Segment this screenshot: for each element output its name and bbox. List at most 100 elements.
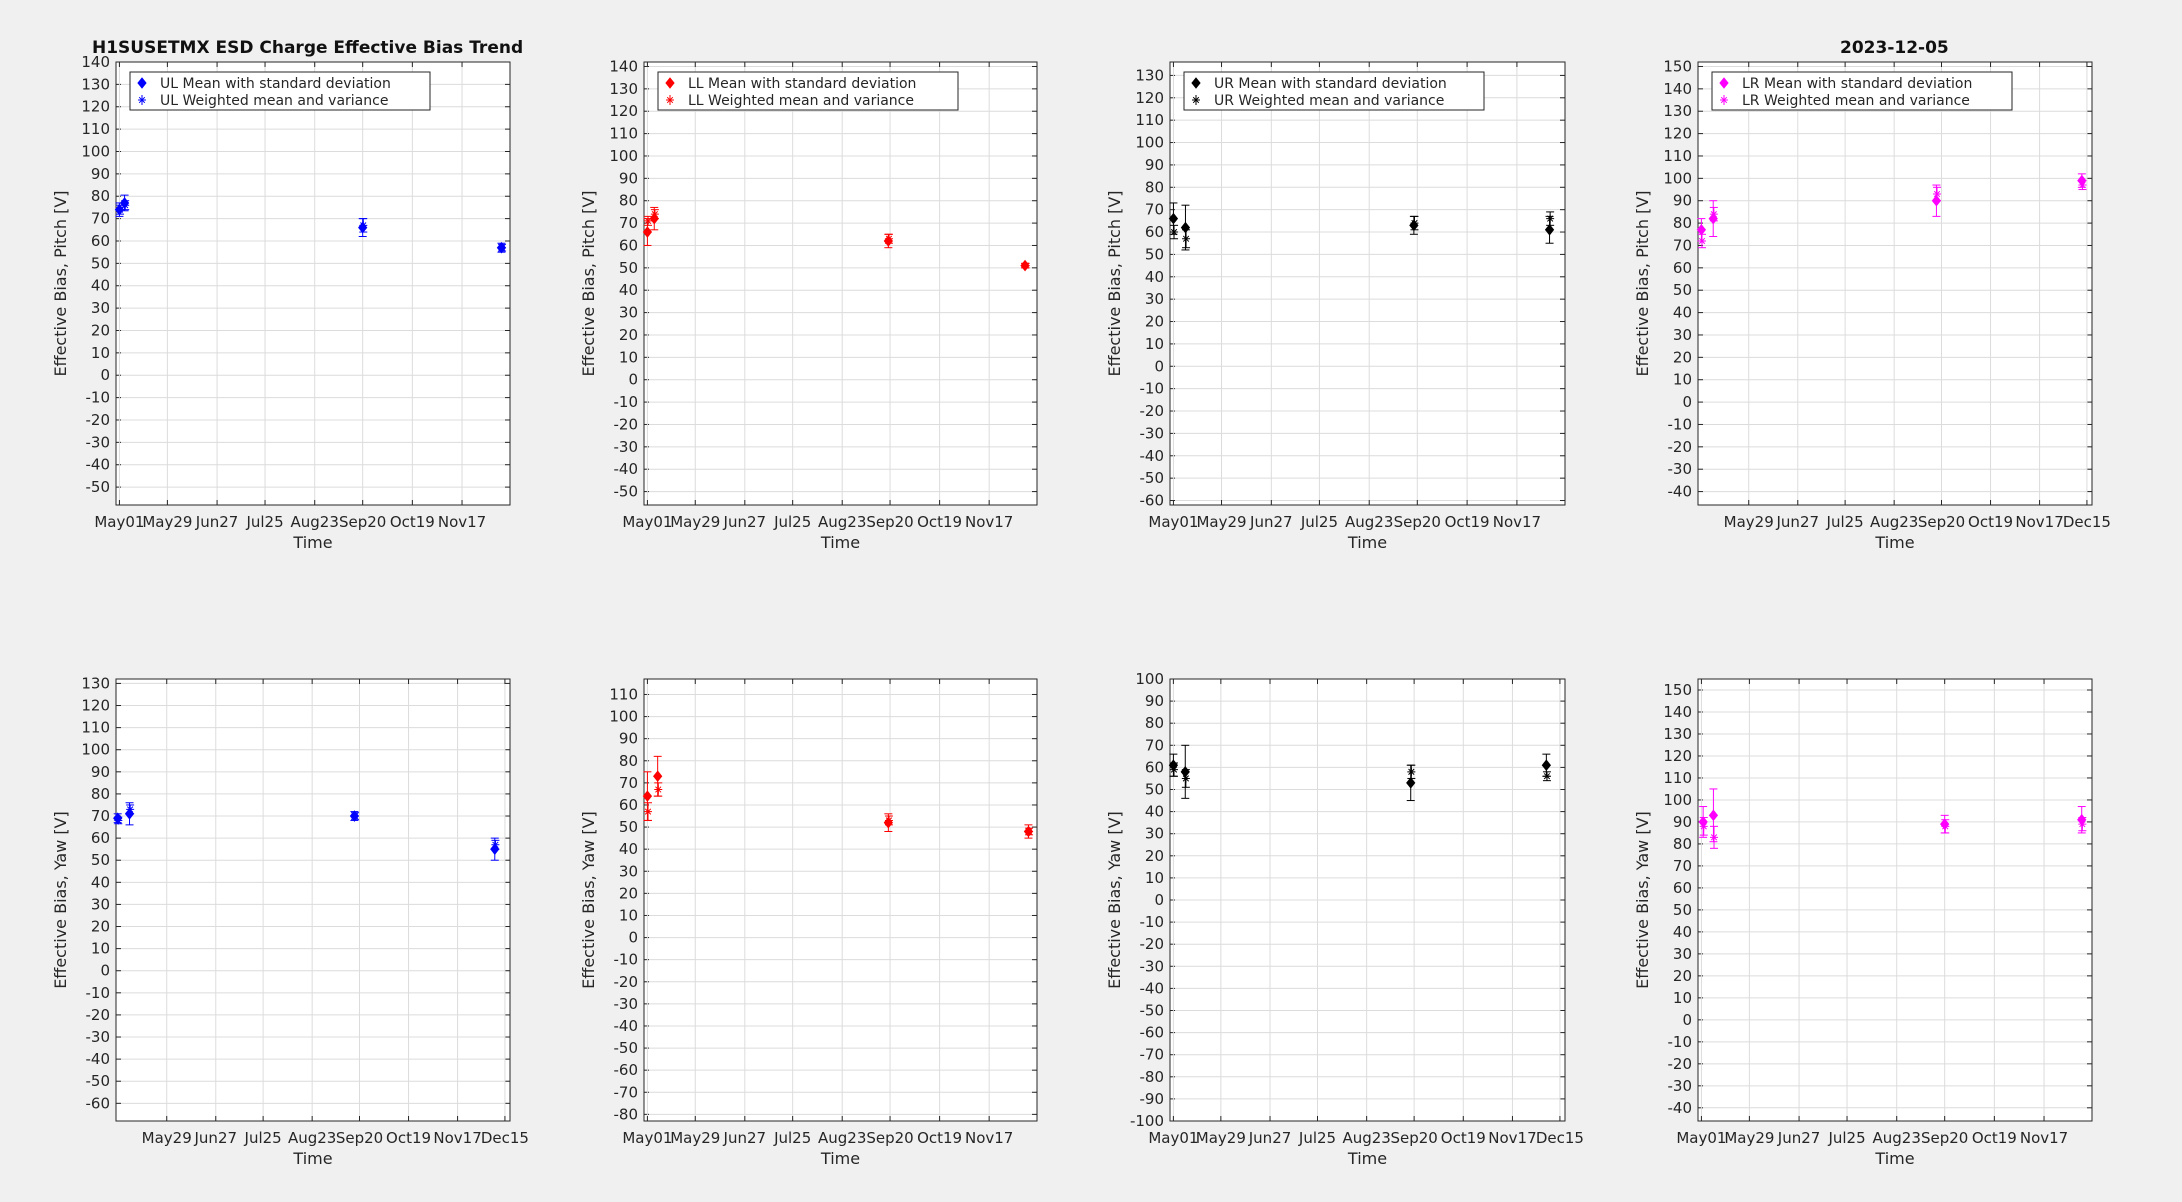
x-tick-label: Dec15 <box>481 1129 529 1147</box>
x-tick-label: Aug23 <box>1870 513 1918 531</box>
data-point <box>1182 234 1191 243</box>
x-tick-label: Aug23 <box>1873 1129 1921 1147</box>
y-tick-label: -70 <box>1140 1046 1165 1064</box>
y-axis-label: Effective Bias, Yaw [V] <box>51 811 70 989</box>
y-tick-label: 20 <box>91 321 110 339</box>
y-tick-label: -50 <box>86 1072 111 1090</box>
y-tick-label: 10 <box>91 344 110 362</box>
plot-area <box>116 679 510 1121</box>
y-tick-label: 40 <box>1673 923 1692 941</box>
y-tick-label: -50 <box>86 478 111 496</box>
data-point <box>884 234 893 243</box>
y-tick-label: 70 <box>1673 236 1692 254</box>
x-tick-label: Jun27 <box>195 513 239 531</box>
data-point <box>116 205 125 214</box>
data-point <box>1696 224 1707 236</box>
y-tick-label: 150 <box>1663 57 1692 75</box>
y-tick-label: -30 <box>614 995 639 1013</box>
y-tick-label: 20 <box>1673 348 1692 366</box>
y-tick-label: 110 <box>609 125 638 143</box>
y-tick-label: 60 <box>91 829 110 847</box>
x-tick-label: Aug23 <box>818 513 866 531</box>
y-tick-label: 70 <box>1145 736 1164 754</box>
y-tick-label: 50 <box>1673 281 1692 299</box>
data-point <box>1542 772 1551 781</box>
axes-box <box>1697 678 2093 1122</box>
x-tick-label: Nov17 <box>1488 1129 1536 1147</box>
y-tick-label: 10 <box>1673 989 1692 1007</box>
x-tick-label: May29 <box>1724 1129 1774 1147</box>
y-tick-label: 30 <box>619 304 638 322</box>
y-tick-label: 90 <box>1145 156 1164 174</box>
x-tick-label: Jul25 <box>245 513 283 531</box>
y-tick-label: 100 <box>1135 670 1164 688</box>
y-tick-label: -20 <box>614 415 639 433</box>
y-tick-label: 130 <box>609 80 638 98</box>
x-tick-label: Sep20 <box>339 513 386 531</box>
y-tick-label: 120 <box>1663 125 1692 143</box>
legend-marker <box>138 96 146 104</box>
data-point <box>1181 774 1190 783</box>
x-tick-label: May29 <box>142 513 192 531</box>
y-tick-label: 100 <box>1663 169 1692 187</box>
x-tick-label: Oct19 <box>390 513 435 531</box>
legend-entry: UR Weighted mean and variance <box>1214 93 1444 109</box>
y-tick-label: 90 <box>619 169 638 187</box>
x-tick-label: Nov17 <box>1493 513 1541 531</box>
y-tick-label: 70 <box>619 214 638 232</box>
data-point <box>1710 833 1719 842</box>
legend <box>129 71 431 111</box>
data-point <box>1708 809 1719 822</box>
y-tick-label: 30 <box>1673 945 1692 963</box>
y-tick-label: 120 <box>81 98 110 116</box>
y-tick-label: 70 <box>619 774 638 792</box>
x-tick-label: Sep20 <box>1394 513 1441 531</box>
x-tick-label: Sep20 <box>336 1129 383 1147</box>
y-tick-label: 100 <box>609 147 638 165</box>
legend-entry: LL Weighted mean and variance <box>688 93 914 109</box>
y-tick-label: -10 <box>614 393 639 411</box>
chart-ul-pitch: -50 -40 -30 -20 -10 0 10 20 30 40 50 60 70 80 90 100 110… <box>51 53 511 552</box>
y-axis-label: Effective Bias, Pitch [V] <box>1105 190 1124 376</box>
y-tick-label: 80 <box>1145 178 1164 196</box>
x-tick-label: Aug23 <box>291 513 339 531</box>
y-tick-label: 140 <box>1663 80 1692 98</box>
legend-entry: LR Mean with standard deviation <box>1742 76 1972 92</box>
y-tick-label: 40 <box>619 840 638 858</box>
x-tick-label: Sep20 <box>1921 1129 1968 1147</box>
x-tick-label: Jul25 <box>1298 1129 1336 1147</box>
legend-entry: UL Weighted mean and variance <box>160 93 388 109</box>
y-tick-label: 100 <box>1135 134 1164 152</box>
data-point <box>1021 261 1030 270</box>
x-tick-label: Jul25 <box>1300 513 1338 531</box>
y-tick-label: -100 <box>1130 1112 1164 1130</box>
y-tick-label: 50 <box>619 818 638 836</box>
y-tick-label: -60 <box>1140 1024 1165 1042</box>
data-point <box>642 790 653 802</box>
x-tick-label: Aug23 <box>288 1129 336 1147</box>
y-tick-label: -40 <box>614 1017 639 1035</box>
y-tick-label: -20 <box>1140 402 1165 420</box>
data-point <box>650 210 659 219</box>
x-tick-label: Nov17 <box>438 513 486 531</box>
y-tick-label: 110 <box>81 719 110 737</box>
y-axis-label: Effective Bias, Pitch [V] <box>51 190 70 376</box>
x-tick-label: Aug23 <box>818 1129 866 1147</box>
legend-marker <box>1192 96 1200 104</box>
y-axis-label: Effective Bias, Pitch [V] <box>1633 190 1652 376</box>
chart-ur-pitch: -60 -50 -40 -30 -20 -10 0 10 20 30 40 50 60 70 80 90 100… <box>1105 61 1566 552</box>
legend-marker <box>665 77 675 89</box>
y-tick-label: 10 <box>1673 371 1692 389</box>
axes-box <box>643 678 1038 1122</box>
y-tick-label: 20 <box>1673 967 1692 985</box>
y-tick-label: -30 <box>86 433 111 451</box>
y-tick-label: 70 <box>91 807 110 825</box>
data-point <box>654 785 663 794</box>
y-tick-label: 30 <box>91 895 110 913</box>
y-tick-label: 10 <box>91 940 110 958</box>
y-tick-label: 130 <box>81 75 110 93</box>
y-tick-label: 50 <box>619 259 638 277</box>
x-tick-label: Jun27 <box>1776 513 1820 531</box>
axes-box <box>1697 61 2093 506</box>
